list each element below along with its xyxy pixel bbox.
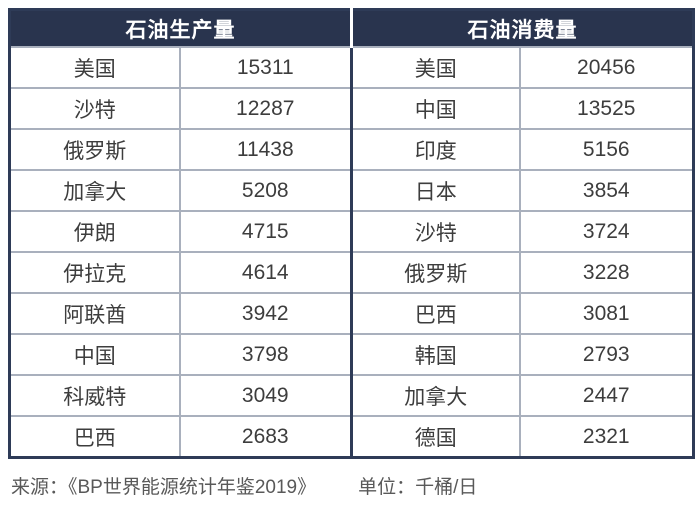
table-row: 美国 15311 美国 20456	[8, 46, 695, 89]
production-country: 阿联酋	[8, 292, 181, 335]
production-value: 11438	[178, 128, 353, 171]
consumption-value: 2793	[518, 333, 695, 376]
consumption-country: 沙特	[350, 210, 521, 253]
production-value: 3798	[178, 333, 353, 376]
consumption-value: 2447	[518, 374, 695, 417]
production-country: 伊拉克	[8, 251, 181, 294]
consumption-value: 5156	[518, 128, 695, 171]
table-row: 沙特 12287 中国 13525	[8, 87, 695, 130]
page-container: 石油生产量 石油消费量 美国 15311 美国 20456 沙特 12287 中…	[8, 8, 695, 499]
production-country: 加拿大	[8, 169, 181, 212]
production-country: 科威特	[8, 374, 181, 417]
production-value: 3942	[178, 292, 353, 335]
table-row: 中国 3798 韩国 2793	[8, 333, 695, 376]
consumption-value: 13525	[518, 87, 695, 130]
consumption-country: 加拿大	[350, 374, 521, 417]
production-value: 15311	[178, 46, 353, 89]
consumption-country: 日本	[350, 169, 521, 212]
consumption-value: 3724	[518, 210, 695, 253]
consumption-country: 中国	[350, 87, 521, 130]
consumption-value: 3228	[518, 251, 695, 294]
consumption-country: 韩国	[350, 333, 521, 376]
consumption-country: 美国	[350, 46, 521, 89]
unit-label: 单位：千桶/日	[358, 477, 478, 498]
source-label: 来源：《BP世界能源统计年鉴2019》	[11, 477, 317, 498]
production-country: 俄罗斯	[8, 128, 181, 171]
table-row: 巴西 2683 德国 2321	[8, 415, 695, 459]
production-value: 5208	[178, 169, 353, 212]
table-header-row: 石油生产量 石油消费量	[9, 9, 694, 48]
table-row: 加拿大 5208 日本 3854	[8, 169, 695, 212]
consumption-country: 巴西	[350, 292, 521, 335]
table-row: 科威特 3049 加拿大 2447	[8, 374, 695, 417]
production-country: 伊朗	[8, 210, 181, 253]
consumption-country: 德国	[350, 415, 521, 459]
table-row: 伊朗 4715 沙特 3724	[8, 210, 695, 253]
table-row: 俄罗斯 11438 印度 5156	[8, 128, 695, 171]
consumption-value: 2321	[518, 415, 695, 459]
production-value: 4715	[178, 210, 353, 253]
oil-statistics-table: 石油生产量 石油消费量 美国 15311 美国 20456 沙特 12287 中…	[8, 8, 695, 459]
production-country: 美国	[8, 46, 181, 89]
table-header-production: 石油生产量	[9, 9, 353, 48]
table-row: 阿联酋 3942 巴西 3081	[8, 292, 695, 335]
production-value: 12287	[178, 87, 353, 130]
production-country: 沙特	[8, 87, 181, 130]
consumption-country: 俄罗斯	[350, 251, 521, 294]
table-header-consumption: 石油消费量	[351, 9, 694, 48]
table-row: 伊拉克 4614 俄罗斯 3228	[8, 251, 695, 294]
production-country: 中国	[8, 333, 181, 376]
consumption-value: 20456	[518, 46, 695, 89]
consumption-value: 3081	[518, 292, 695, 335]
production-value: 2683	[178, 415, 353, 459]
production-value: 4614	[178, 251, 353, 294]
consumption-value: 3854	[518, 169, 695, 212]
consumption-country: 印度	[350, 128, 521, 171]
production-value: 3049	[178, 374, 353, 417]
table-footer: 来源：《BP世界能源统计年鉴2019》 单位：千桶/日	[11, 472, 692, 499]
production-country: 巴西	[8, 415, 181, 459]
